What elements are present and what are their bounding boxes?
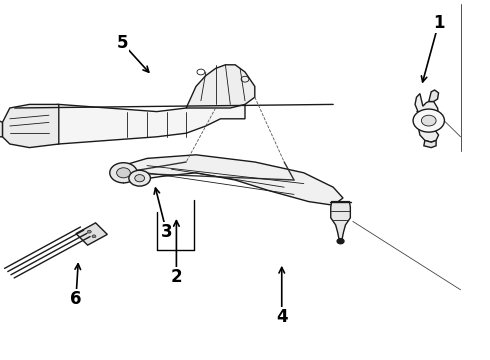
Circle shape [92,235,96,238]
Polygon shape [15,79,245,144]
Polygon shape [2,104,59,148]
Text: 6: 6 [70,290,82,308]
Polygon shape [186,65,255,108]
Polygon shape [122,155,343,205]
Circle shape [337,239,344,244]
Circle shape [117,168,130,178]
Text: 3: 3 [161,223,172,241]
Circle shape [421,115,436,126]
Text: 4: 4 [276,308,288,326]
Circle shape [135,175,145,182]
Circle shape [129,170,150,186]
Text: 1: 1 [433,14,444,32]
Text: 5: 5 [117,34,128,52]
Circle shape [413,109,444,132]
Circle shape [87,230,91,233]
Polygon shape [76,223,107,245]
Text: 2: 2 [171,268,182,286]
Polygon shape [424,140,436,148]
Circle shape [110,163,137,183]
Polygon shape [415,94,439,142]
Polygon shape [0,119,2,137]
Polygon shape [429,90,439,102]
Polygon shape [331,202,350,239]
